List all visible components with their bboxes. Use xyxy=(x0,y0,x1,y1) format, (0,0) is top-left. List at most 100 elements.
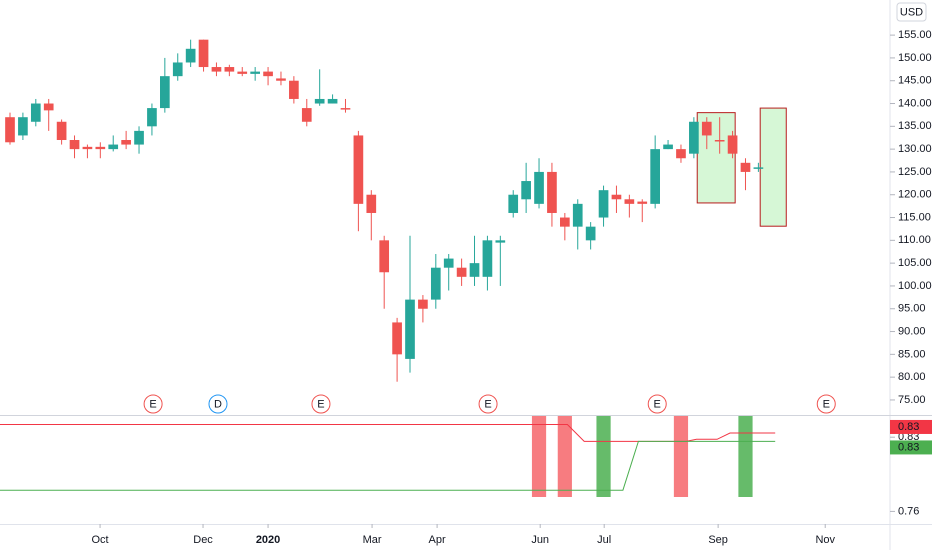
y-tick-label: 110.00 xyxy=(898,234,931,246)
x-tick-label: Sep xyxy=(708,534,728,546)
candle-body xyxy=(108,144,119,150)
last-value-tag xyxy=(890,419,932,434)
candle-body xyxy=(340,108,351,110)
candle-body xyxy=(160,76,170,109)
signal-bar xyxy=(738,416,753,497)
candle-body xyxy=(469,263,480,277)
candle-body xyxy=(366,194,377,213)
event-marker[interactable] xyxy=(311,394,331,414)
event-label: D xyxy=(214,398,222,410)
y-tick-label: 140.00 xyxy=(898,97,932,109)
event-label: E xyxy=(149,398,156,410)
candle-body xyxy=(572,203,583,227)
candle-body xyxy=(314,98,325,104)
candle-body xyxy=(560,217,570,227)
y-tick-label: 90.00 xyxy=(898,325,926,337)
candle-body xyxy=(624,199,635,204)
candle-body xyxy=(224,67,235,72)
y-tick-label: 130.00 xyxy=(898,143,932,155)
event-marker[interactable] xyxy=(647,394,667,414)
y-tick-label: 145.00 xyxy=(898,75,932,87)
candle-body xyxy=(392,322,402,355)
candle-body xyxy=(482,240,493,277)
candle-body xyxy=(185,48,196,63)
event-label: E xyxy=(823,398,830,410)
signal-bar xyxy=(596,416,611,497)
candle-body xyxy=(714,140,725,142)
candle-body xyxy=(301,108,312,122)
event-label: E xyxy=(317,398,324,410)
currency-label[interactable]: USD xyxy=(900,6,923,18)
event-marker[interactable] xyxy=(143,394,163,414)
candle-body xyxy=(379,240,390,273)
candle-body xyxy=(650,149,660,204)
x-tick-label: 2020 xyxy=(256,534,280,546)
candle-body xyxy=(237,71,248,74)
y-tick-label: 0.83 xyxy=(898,431,919,443)
candle-body xyxy=(521,181,531,200)
signal-bar xyxy=(531,416,547,497)
candle-body xyxy=(456,267,467,277)
y-tick-label: 85.00 xyxy=(898,348,926,360)
y-tick-label: 150.00 xyxy=(898,52,932,64)
last-value-label: 0.83 xyxy=(898,421,919,433)
currency-box[interactable] xyxy=(896,2,927,22)
candle-body xyxy=(585,226,596,241)
candle-body xyxy=(495,240,506,243)
event-marker[interactable] xyxy=(478,394,498,414)
x-tick-label: Apr xyxy=(429,534,446,546)
x-tick-label: Jun xyxy=(531,534,549,546)
y-tick-label: 0.76 xyxy=(898,505,919,517)
candle-body xyxy=(5,117,15,143)
candle-body xyxy=(30,103,41,122)
candle-body xyxy=(289,80,299,99)
candle-body xyxy=(547,171,557,213)
candle-body xyxy=(250,71,260,74)
signal-bar xyxy=(673,416,689,497)
candle-body xyxy=(353,135,364,204)
indicator-line xyxy=(0,440,776,491)
candle-body xyxy=(18,117,28,136)
candle-body xyxy=(508,194,519,213)
event-label: E xyxy=(484,398,491,410)
y-tick-label: 75.00 xyxy=(898,394,926,406)
candle-body xyxy=(611,194,622,200)
x-tick-label: Nov xyxy=(815,534,835,546)
candle-body xyxy=(134,130,144,145)
candle-body xyxy=(198,39,209,68)
candle-body xyxy=(443,258,454,268)
candle-body xyxy=(147,108,157,127)
x-tick-label: Oct xyxy=(92,534,109,546)
y-tick-label: 120.00 xyxy=(898,189,932,201)
candle-body xyxy=(701,121,712,136)
candle-body xyxy=(740,162,751,172)
candle-body xyxy=(82,146,93,150)
candle-body xyxy=(263,71,273,77)
candle-body xyxy=(727,135,738,154)
event-marker[interactable] xyxy=(816,394,836,414)
y-tick-label: 100.00 xyxy=(898,280,932,292)
candle-body xyxy=(598,190,609,218)
y-tick-label: 80.00 xyxy=(898,371,926,383)
y-tick-label: 155.00 xyxy=(898,29,932,41)
event-label: E xyxy=(654,398,661,410)
candle-body xyxy=(534,171,544,204)
x-tick-label: Jul xyxy=(597,534,611,546)
y-tick-label: 95.00 xyxy=(898,303,926,315)
candle-body xyxy=(327,98,338,104)
y-tick-label: 125.00 xyxy=(898,166,932,178)
candle-body xyxy=(211,67,222,72)
candle-body xyxy=(56,121,67,141)
zone-box xyxy=(759,107,787,227)
candle-body xyxy=(418,299,428,309)
candle-body xyxy=(172,62,183,77)
candle-body xyxy=(753,167,764,169)
event-marker[interactable] xyxy=(208,394,228,414)
last-value-tag xyxy=(890,440,932,455)
candle-body xyxy=(95,146,106,150)
signal-bar xyxy=(557,416,572,497)
last-value-label: 0.83 xyxy=(898,441,919,453)
candle-body xyxy=(663,144,673,150)
candle-body xyxy=(405,299,415,359)
